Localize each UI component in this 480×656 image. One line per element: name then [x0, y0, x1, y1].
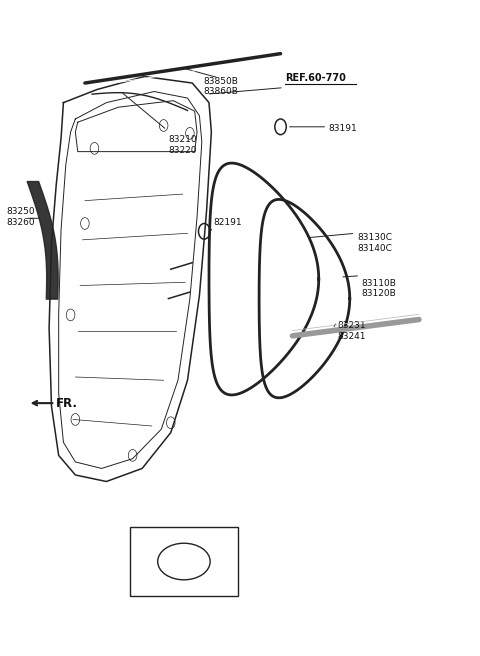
Text: 83850B
83860B: 83850B 83860B	[204, 77, 239, 96]
Ellipse shape	[157, 543, 210, 580]
Text: 83191: 83191	[328, 124, 357, 133]
Bar	[130, 527, 238, 596]
Text: 83130C
83140C: 83130C 83140C	[357, 234, 392, 253]
Text: 84183: 84183	[171, 529, 199, 539]
Text: 83210
83220: 83210 83220	[168, 135, 197, 155]
Text: 83110B
83120B: 83110B 83120B	[362, 279, 396, 298]
Text: FR.: FR.	[56, 397, 78, 409]
Text: REF.60-770: REF.60-770	[285, 73, 346, 83]
Text: 83231
83241: 83231 83241	[338, 321, 366, 341]
Text: 83250
83260: 83250 83260	[6, 207, 35, 227]
Text: 82191: 82191	[214, 218, 242, 227]
